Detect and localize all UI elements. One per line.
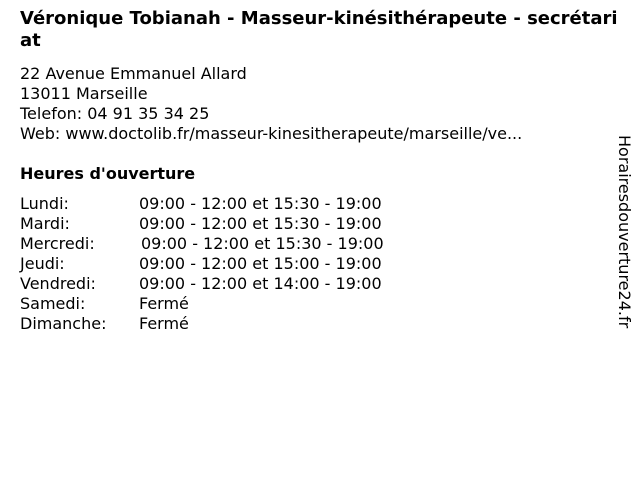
- website-link[interactable]: Web: www.doctolib.fr/masseur-kinesithera…: [20, 124, 523, 143]
- day-label: Samedi:: [20, 294, 86, 313]
- hours-value: 09:00 - 12:00 et 14:00 - 19:00: [139, 274, 382, 293]
- hours-row-tuesday: Mardi: 09:00 - 12:00 et 15:30 - 19:00: [20, 214, 384, 234]
- hours-value: 09:00 - 12:00 et 15:30 - 19:00: [139, 194, 382, 213]
- day-label: Dimanche:: [20, 314, 107, 333]
- street-address: 22 Avenue Emmanuel Allard: [20, 64, 247, 83]
- opening-hours-table: Lundi: 09:00 - 12:00 et 15:30 - 19:00 Mar…: [20, 194, 384, 334]
- watermark: Horairesdouverture24.fr: [615, 135, 634, 329]
- day-label: Mercredi:: [20, 234, 95, 253]
- hours-value: 09:00 - 12:00 et 15:30 - 19:00: [141, 234, 384, 253]
- hours-value: 09:00 - 12:00 et 15:00 - 19:00: [139, 254, 382, 273]
- hours-value: Fermé: [139, 314, 189, 333]
- day-label: Vendredi:: [20, 274, 96, 293]
- day-label: Jeudi:: [20, 254, 65, 273]
- hours-row-monday: Lundi: 09:00 - 12:00 et 15:30 - 19:00: [20, 194, 384, 214]
- page-title: Véronique Tobianah - Masseur-kinésithéra…: [20, 8, 618, 51]
- hours-row-saturday: Samedi: Fermé: [20, 294, 384, 314]
- hours-row-sunday: Dimanche: Fermé: [20, 314, 384, 334]
- day-label: Lundi:: [20, 194, 69, 213]
- hours-row-wednesday: Mercredi: 09:00 - 12:00 et 15:30 - 19:00: [20, 234, 384, 254]
- hours-row-thursday: Jeudi: 09:00 - 12:00 et 15:00 - 19:00: [20, 254, 384, 274]
- hours-value: 09:00 - 12:00 et 15:30 - 19:00: [139, 214, 382, 233]
- hours-value: Fermé: [139, 294, 189, 313]
- opening-hours-heading: Heures d'ouverture: [20, 164, 196, 183]
- hours-row-friday: Vendredi: 09:00 - 12:00 et 14:00 - 19:00: [20, 274, 384, 294]
- day-label: Mardi:: [20, 214, 70, 233]
- address-block: 22 Avenue Emmanuel Allard 13011 Marseill…: [20, 64, 522, 144]
- phone: Telefon: 04 91 35 34 25: [20, 104, 210, 123]
- city: 13011 Marseille: [20, 84, 148, 103]
